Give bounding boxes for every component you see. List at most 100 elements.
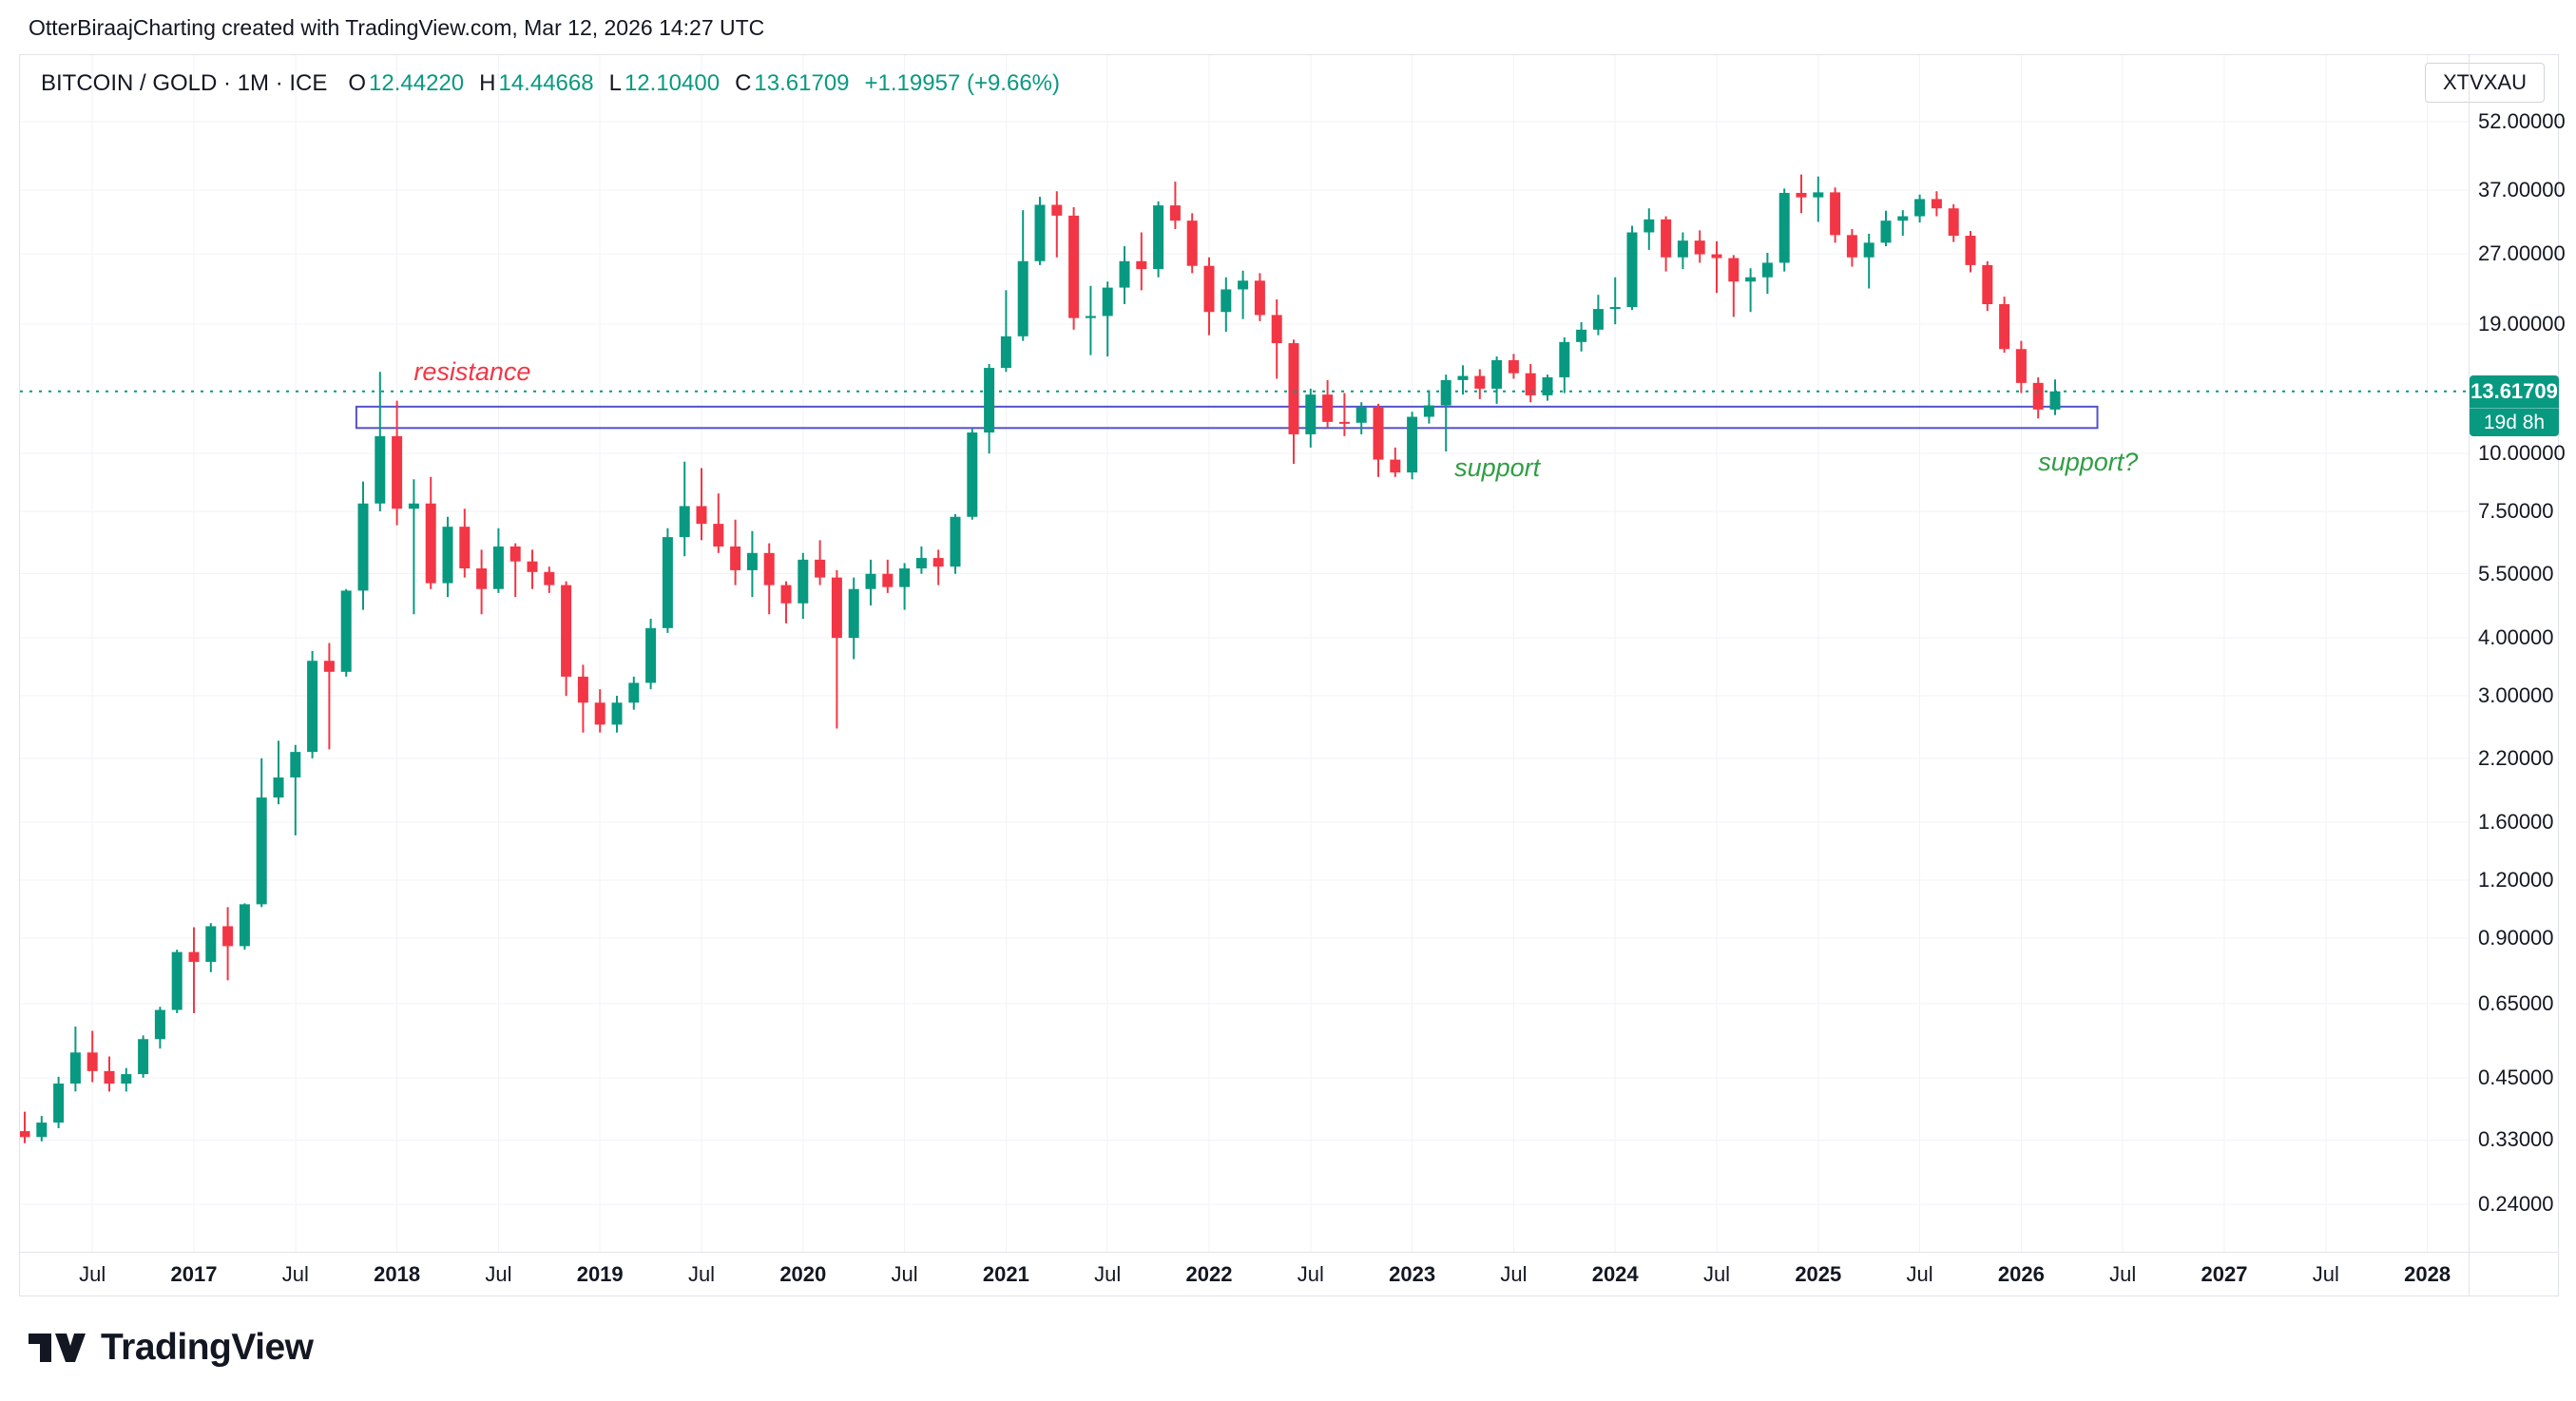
- candle: [1373, 407, 1384, 460]
- annotation-support[interactable]: support: [1454, 453, 1541, 483]
- candle: [763, 552, 775, 585]
- candle: [1626, 232, 1638, 308]
- price-tick-label: 0.45000: [2478, 1065, 2554, 1089]
- time-tick-label: 2027: [2201, 1262, 2248, 1286]
- candle: [2049, 391, 2061, 410]
- candle: [882, 573, 894, 587]
- candle: [1169, 205, 1181, 221]
- candle: [408, 503, 419, 509]
- annotation-resistance[interactable]: resistance: [413, 357, 531, 387]
- tradingview-logo[interactable]: TradingView: [29, 1327, 314, 1369]
- time-axis[interactable]: Jul 2017 Jul 2018 Jul 2019 Jul 2020 Jul 2021 Jul 20…: [20, 1252, 2469, 1295]
- candle: [1288, 343, 1299, 434]
- candle: [594, 702, 606, 725]
- candle: [2032, 382, 2044, 410]
- candle: [1542, 376, 1553, 395]
- candle: [1203, 265, 1215, 313]
- price-tick-label: 27.00000: [2478, 240, 2566, 265]
- open-value: 12.44220: [369, 70, 465, 96]
- candle: [713, 524, 724, 547]
- price-tick-label: 1.20000: [2478, 868, 2554, 892]
- price-axis-separator: [2469, 55, 2470, 1295]
- candle: [1694, 240, 1705, 255]
- candle: [1068, 215, 1080, 318]
- candle: [1457, 375, 1469, 380]
- ohlc-low: L 12.10400: [609, 70, 720, 97]
- time-tick-label: 2028: [2404, 1262, 2451, 1286]
- candle: [611, 702, 623, 725]
- candle: [392, 435, 403, 509]
- candle: [36, 1123, 48, 1138]
- high-label: H: [479, 70, 496, 96]
- candle: [1863, 242, 1874, 258]
- candle: [53, 1084, 65, 1123]
- time-tick-label: Jul: [1906, 1262, 1933, 1286]
- time-tick-label: 2024: [1591, 1262, 1639, 1286]
- time-tick-label: 2019: [576, 1262, 624, 1286]
- candle: [1965, 236, 1976, 265]
- candle: [1711, 254, 1722, 259]
- price-chart-canvas[interactable]: [20, 55, 2469, 1252]
- candle: [1948, 208, 1959, 237]
- candle: [459, 527, 471, 569]
- candle: [831, 577, 842, 639]
- candle: [1322, 394, 1334, 422]
- price-tick-label: 52.00000: [2478, 109, 2566, 133]
- symbol-title[interactable]: BITCOIN / GOLD · 1M · ICE: [41, 70, 328, 96]
- time-tick-label: Jul: [79, 1262, 106, 1286]
- candle: [239, 904, 250, 947]
- candle: [340, 590, 352, 672]
- candle: [121, 1074, 132, 1084]
- ohlc-close: C 13.61709: [735, 70, 849, 97]
- time-tick-label: Jul: [1500, 1262, 1528, 1286]
- time-tick-label: 2018: [374, 1262, 421, 1286]
- candle: [865, 573, 876, 589]
- candle: [1761, 262, 1773, 278]
- candle: [1728, 258, 1740, 282]
- candle: [2015, 349, 2027, 383]
- open-label: O: [348, 70, 367, 96]
- annotation-support-question[interactable]: support?: [2038, 447, 2139, 476]
- candle: [138, 1039, 149, 1075]
- candle: [375, 435, 386, 504]
- candle: [307, 661, 318, 753]
- candle: [1897, 216, 1909, 221]
- candle: [1136, 260, 1147, 270]
- candle: [544, 571, 555, 585]
- candle: [527, 561, 538, 572]
- candle: [1407, 416, 1418, 473]
- candle: [1017, 260, 1028, 336]
- zone-box[interactable]: [355, 405, 2099, 430]
- candle: [425, 503, 436, 584]
- candle: [1677, 240, 1688, 258]
- change-value: +1.19957 (+9.66%): [864, 70, 1061, 96]
- candle: [1491, 359, 1503, 389]
- time-tick-label: 2021: [982, 1262, 1029, 1286]
- candle: [1338, 421, 1350, 424]
- tradingview-logo-text: TradingView: [101, 1327, 314, 1368]
- ohlc-high: H 14.44668: [479, 70, 593, 97]
- candle: [1271, 315, 1282, 344]
- candle: [1102, 287, 1113, 317]
- symbol-badge[interactable]: XTVXAU: [2424, 63, 2545, 103]
- candle: [1355, 407, 1367, 423]
- candle: [1254, 280, 1265, 316]
- grid-layer: [20, 55, 2469, 1252]
- low-label: L: [608, 70, 622, 96]
- time-tick-label: 2025: [1795, 1262, 1842, 1286]
- candle: [1644, 219, 1655, 233]
- price-tick-label: 0.33000: [2478, 1127, 2554, 1152]
- candle: [577, 676, 588, 703]
- candle: [1525, 373, 1536, 395]
- candle: [1931, 199, 1942, 209]
- candle: [476, 568, 488, 589]
- candle: [1661, 219, 1672, 258]
- candle: [509, 546, 521, 562]
- candle: [1034, 204, 1046, 261]
- candle: [1153, 205, 1164, 270]
- candle: [205, 926, 217, 962]
- price-tick-label: 10.00000: [2478, 441, 2566, 466]
- candle: [950, 516, 961, 567]
- candle: [1186, 221, 1198, 266]
- price-axis[interactable]: 52.00000 37.00000 27.00000 19.00000 10.00000…: [2470, 55, 2566, 1252]
